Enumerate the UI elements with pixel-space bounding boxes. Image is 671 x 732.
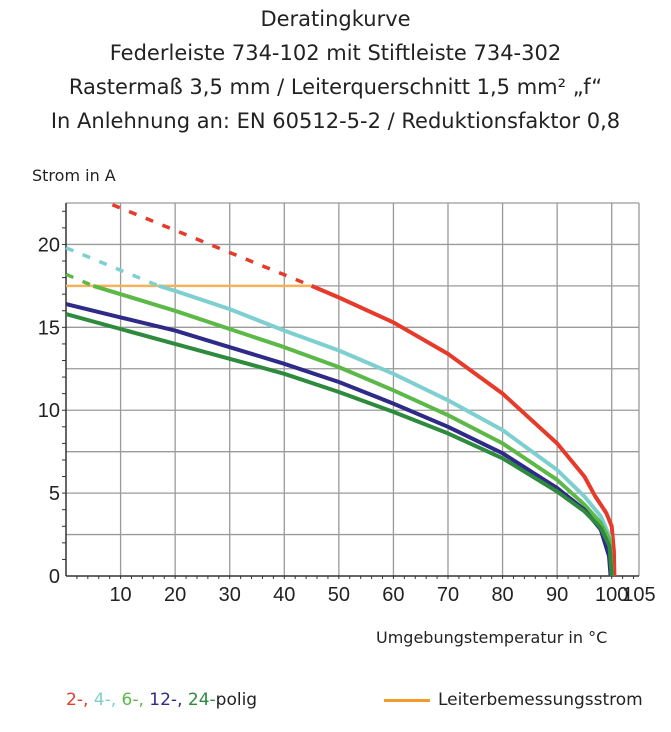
reference-swatch	[384, 698, 430, 702]
reference-label: Leiterbemessungsstrom	[438, 690, 643, 710]
series-line-24	[65, 312, 614, 577]
x-tick-label: 10	[109, 584, 131, 606]
y-tick-label: 15	[38, 317, 60, 339]
x-tick-label: 80	[491, 584, 513, 606]
series-extrapolation-2	[111, 203, 313, 288]
series-line-4	[158, 283, 614, 577]
legend-item-2: 2-,	[66, 690, 94, 710]
y-tick-label: 0	[49, 566, 60, 588]
series-legend: 2-, 4-, 6-, 12-, 24-polig	[66, 690, 257, 710]
reference-legend: Leiterbemessungsstrom	[384, 690, 643, 710]
legend-item-24: 24-	[187, 690, 216, 710]
legend-item-6: 6-,	[121, 690, 150, 710]
y-tick-label: 20	[38, 234, 60, 256]
x-tick-label: 90	[546, 584, 568, 606]
x-tick-label: 105	[622, 584, 655, 606]
chart-title-line-2: Federleiste 734-102 mit Stiftleiste 734-…	[109, 41, 562, 65]
x-tick-label: 70	[437, 584, 459, 606]
series-extrapolation-6	[65, 272, 94, 288]
series-line-6	[92, 283, 614, 577]
x-tick-label: 50	[328, 584, 350, 606]
x-tick-label: 40	[273, 584, 295, 606]
chart-title-line-3: Rastermaß 3,5 mm / Leiterquerschnitt 1,5…	[68, 75, 603, 99]
legend-suffix: polig	[215, 690, 258, 710]
x-tick-label: 20	[164, 584, 186, 606]
legend-item-12: 12-,	[149, 690, 188, 710]
x-tick-label: 100	[595, 584, 628, 606]
chart-title-line-4: In Anlehnung an: EN 60512-5-2 / Reduktio…	[50, 109, 621, 133]
x-tick-label: 30	[219, 584, 241, 606]
y-tick-label: 10	[38, 400, 60, 422]
x-tick-label: 60	[382, 584, 404, 606]
y-tick-label: 5	[49, 483, 60, 505]
legend-item-4: 4-,	[93, 690, 122, 710]
series-line-2	[310, 284, 617, 577]
x-axis-label: Umgebungstemperatur in °C	[376, 628, 608, 647]
y-axis-label: Strom in A	[32, 166, 116, 185]
series-extrapolation-4	[65, 246, 160, 288]
chart-title-line-1: Deratingkurve	[260, 7, 411, 31]
